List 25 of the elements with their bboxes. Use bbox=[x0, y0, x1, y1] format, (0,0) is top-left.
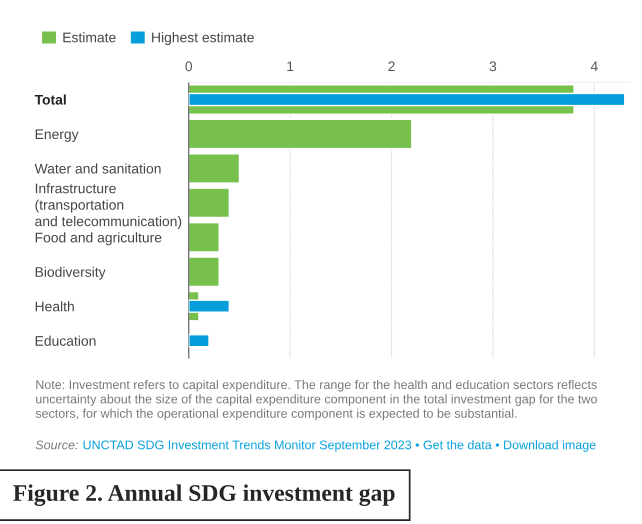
bar bbox=[188, 334, 210, 348]
legend-label: Highest estimate bbox=[152, 32, 254, 46]
x-tick-label: 4 bbox=[590, 62, 598, 72]
x-tick-label: 2 bbox=[388, 61, 395, 72]
y-tick-label: Health bbox=[36, 301, 74, 312]
bar bbox=[188, 153, 240, 184]
y-tick-label: Total bbox=[34, 94, 66, 105]
y-tick-label: Water and sanitation bbox=[34, 163, 161, 174]
y-tick-label: Infrastructure (transportation and telecommunication) bbox=[35, 183, 182, 229]
x-tick-label: 0 bbox=[185, 61, 192, 72]
x-tick-label: 3 bbox=[490, 61, 496, 72]
y-tick-label: Biodiversity bbox=[36, 266, 106, 280]
source-note: Source: bbox=[36, 440, 78, 450]
text: UNCTAD SDG Investment Trends Monitor September 2023 • Get the data • Download image bbox=[84, 440, 596, 452]
y-tick-label: Energy bbox=[36, 129, 79, 142]
bar bbox=[188, 118, 413, 150]
text: Figure 2. Annual SDG investment gap bbox=[13, 484, 395, 506]
bar bbox=[188, 188, 230, 218]
x-tick-label: 1 bbox=[287, 62, 294, 72]
y-tick-label: Food and agriculture bbox=[36, 232, 162, 246]
text: Note: Investment refers to capital expenditure. The range for the health and education sectors reflects uncertainty about the size of the capital expenditure component in the total investment gap for the two sectors, for which the operational expenditure component is expected to be substantial. bbox=[36, 380, 597, 420]
legend-label: Estimate bbox=[63, 32, 116, 42]
bar bbox=[188, 256, 220, 288]
y-tick-label: Education bbox=[36, 336, 96, 346]
bar bbox=[188, 222, 220, 253]
